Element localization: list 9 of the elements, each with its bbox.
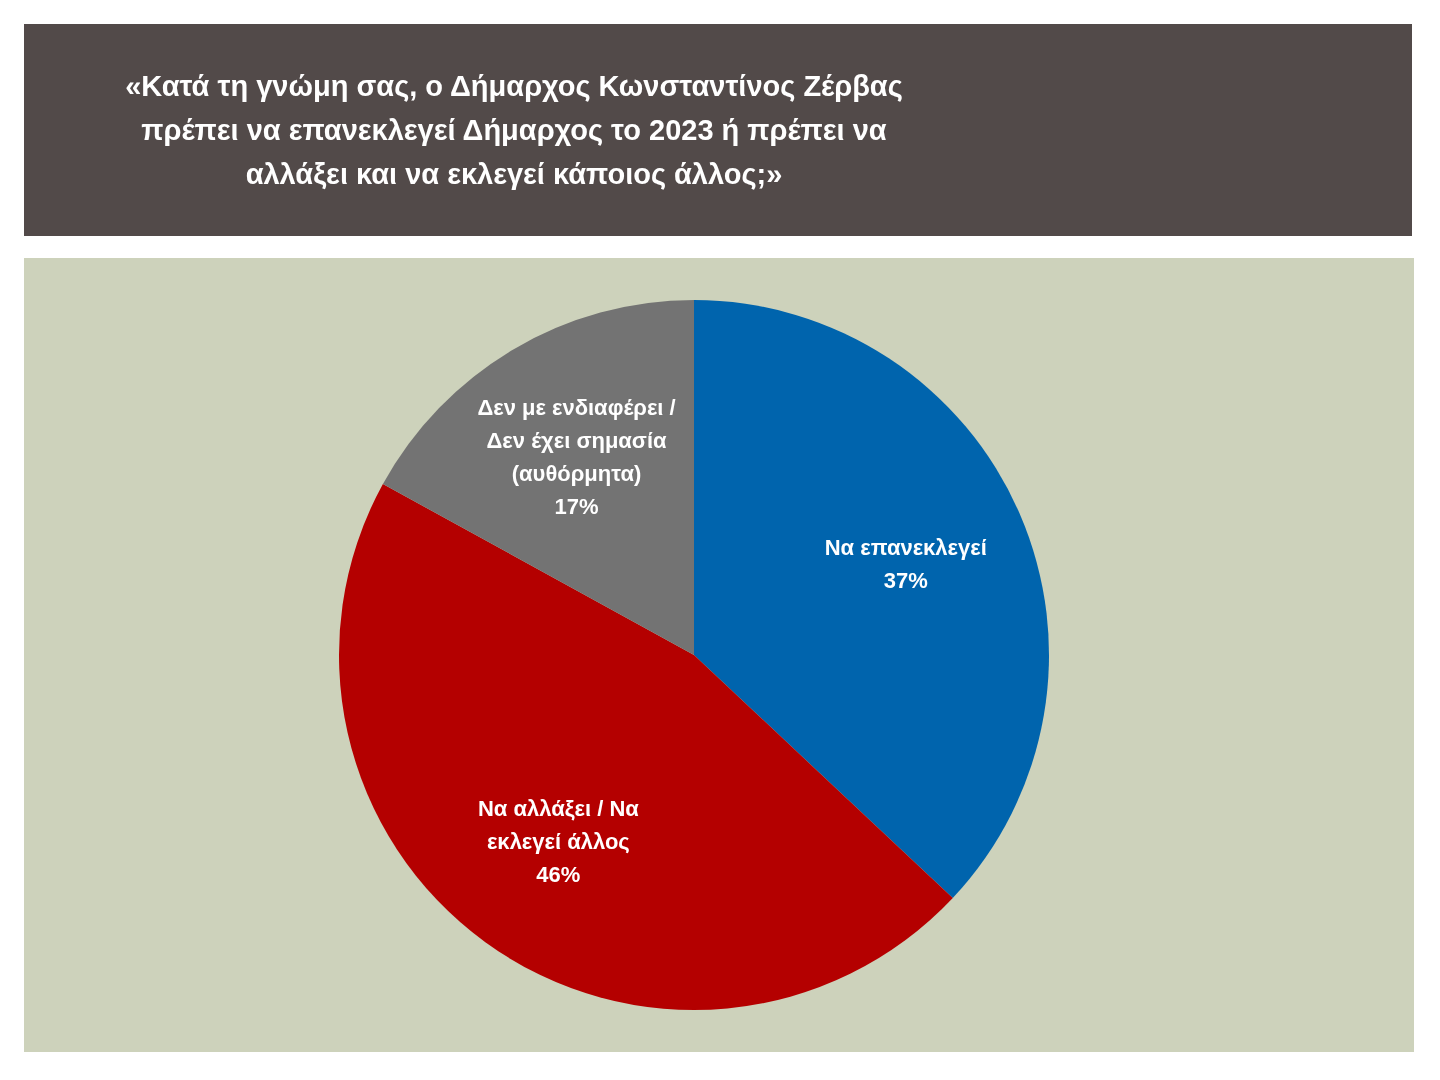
pie-slice (382, 300, 694, 655)
slice-label: Να επανεκλεγεί (824, 534, 987, 560)
data-label: 37% (883, 567, 928, 593)
slice-label: Δεν με ενδιαφέρει / Δεν έχει σημασία (αυθόρμητα) (477, 394, 676, 486)
data-label: 17% (554, 493, 599, 519)
pie-slice (694, 300, 1049, 899)
data-label: 46% (536, 862, 581, 888)
slice-label: Να αλλάξει / Να εκλεγεί άλλος (477, 796, 640, 855)
chart-title: «Κατά τη γνώμη σας, ο Δήμαρχος Κωνσταντίνος Ζέρβας πρέπει να επανεκλεγεί Δήμαρχος το 2023 ή πρέπει να αλλάξει και να εκλεγεί κάποιος άλλος;» (124, 69, 904, 192)
